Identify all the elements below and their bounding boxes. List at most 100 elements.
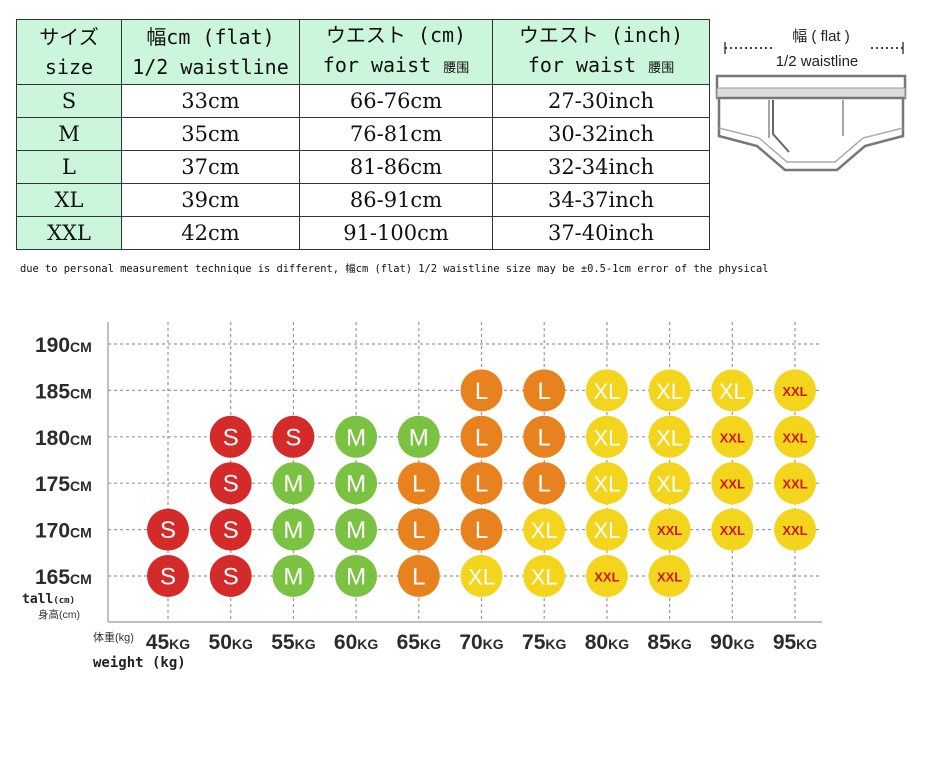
waist-cm-cell: 91-100cm — [299, 216, 493, 250]
size-bubble-circle — [272, 462, 315, 505]
size-bubble-circle — [648, 508, 691, 551]
header-waist-cm: ウエスト (cm) for waist 腰围 — [299, 19, 493, 85]
size-bubble-label: XL — [656, 472, 683, 497]
size-bubble-label: XXL — [594, 570, 619, 585]
size-bubble-label: XL — [593, 518, 620, 543]
brief-body — [717, 96, 905, 172]
flat-cell: 33cm — [121, 84, 300, 118]
size-bubble-label: M — [346, 471, 366, 498]
size-bubble: M — [335, 462, 378, 505]
size-bubble-label: S — [160, 564, 176, 591]
size-bubble-label: XXL — [657, 523, 682, 538]
waist-cm-cell: 76-81cm — [299, 117, 493, 151]
flat-cell: 42cm — [121, 216, 300, 250]
size-bubble-circle — [460, 415, 503, 458]
size-bubble-circle — [523, 508, 566, 551]
size-bubble-circle — [774, 415, 816, 458]
size-bubble-circle — [147, 508, 189, 551]
size-bubble-label: M — [283, 471, 303, 498]
y-tick-label: 165CM — [35, 566, 92, 589]
x-tick-label: 75KG — [522, 631, 566, 654]
size-bubble-circle — [585, 508, 628, 551]
size-bubble-circle — [209, 508, 252, 551]
size-bubble-label: L — [475, 517, 488, 544]
size-bubble: M — [272, 555, 315, 597]
size-bubble-label: L — [475, 424, 488, 451]
x-axis-title-cjk: 体重(kg) — [93, 630, 134, 644]
x-tick-label: 90KG — [710, 631, 754, 654]
size-bubble-label: XL — [656, 425, 683, 450]
size-bubble: L — [460, 462, 503, 505]
size-cell: XL — [16, 183, 122, 217]
size-bubble: L — [460, 369, 503, 412]
brief-waistband — [715, 74, 907, 100]
size-bubble: M — [272, 508, 315, 551]
size-bubble-circle — [147, 555, 189, 597]
header-size: サイズ size — [16, 19, 122, 85]
size-bubble-label: M — [283, 564, 303, 591]
size-bubble-circle — [209, 415, 252, 458]
size-bubble-label: L — [412, 471, 425, 498]
size-bubble-circle — [209, 555, 252, 597]
size-bubble: L — [397, 462, 440, 505]
waist-inch-cell: 37-40inch — [492, 216, 710, 250]
size-bubble-circle — [397, 462, 440, 505]
size-bubble-circle — [523, 462, 566, 505]
size-bubble: S — [147, 508, 189, 551]
size-bubble-circle — [774, 369, 816, 412]
size-bubble-label: XXL — [720, 477, 745, 492]
size-bubble-circle — [460, 555, 503, 597]
waist-inch-cell: 27-30inch — [492, 84, 710, 118]
size-bubble: S — [209, 555, 252, 597]
size-bubble-circle — [648, 462, 691, 505]
size-bubble: XL — [585, 508, 628, 551]
x-tick-label: 95KG — [773, 631, 817, 654]
y-tick-label: 170CM — [35, 520, 92, 543]
height-weight-chart: 190CM 185CM 180CM 175CM 170CM 165CM 45KG 50KG 5… — [22, 322, 822, 671]
size-bubble-label: S — [223, 517, 239, 544]
size-bubble: XXL — [774, 415, 816, 458]
size-bubble-label: XXL — [720, 523, 745, 538]
size-cell: L — [16, 150, 122, 184]
size-bubble-circle — [648, 555, 691, 597]
size-bubble: XL — [523, 555, 566, 597]
size-bubble-label: XXL — [782, 477, 807, 492]
size-bubble-label: XXL — [657, 570, 682, 585]
size-bubble-circle — [585, 369, 628, 412]
size-bubble: XXL — [711, 508, 754, 551]
size-bubble-label: L — [538, 378, 551, 405]
size-bubble: S — [209, 415, 252, 458]
size-cell: XXL — [16, 216, 122, 250]
size-bubble: S — [209, 462, 252, 505]
size-bubble: XL — [648, 369, 691, 412]
size-bubble: XXL — [648, 508, 691, 551]
y-axis-labels: 190CM 185CM 180CM 175CM 170CM 165CM — [35, 334, 92, 589]
table-row: M 35cm 76-81cm 30-32inch — [16, 117, 710, 151]
size-bubble: S — [209, 508, 252, 551]
size-bubble-circle — [335, 508, 378, 551]
size-bubble-circle — [523, 369, 566, 412]
size-bubble: M — [335, 415, 378, 458]
size-bubble-label: M — [346, 517, 366, 544]
size-bubble: M — [272, 462, 315, 505]
flat-cell: 39cm — [121, 183, 300, 217]
size-bubble-circle — [523, 555, 566, 597]
x-tick-label: 80KG — [585, 631, 629, 654]
size-bubble-label: XL — [593, 472, 620, 497]
size-bubble: XL — [648, 462, 691, 505]
size-bubble-label: L — [538, 471, 551, 498]
waist-label: 1/2 waistline — [775, 53, 859, 70]
size-bubble-circle — [460, 369, 503, 412]
size-bubble: L — [460, 415, 503, 458]
x-tick-label: 45KG — [146, 631, 190, 654]
table-row: XXL 42cm 91-100cm 37-40inch — [16, 216, 710, 250]
size-bubble: M — [397, 415, 440, 458]
size-bubble: S — [272, 415, 315, 458]
size-bubble-circle — [711, 369, 754, 412]
size-bubble-circle — [209, 462, 252, 505]
size-bubble-circle — [585, 462, 628, 505]
header-waist-inch: ウエスト (inch) for waist 腰围 — [492, 19, 710, 85]
size-bubble: XXL — [711, 462, 754, 505]
size-bubble-circle — [397, 555, 440, 597]
